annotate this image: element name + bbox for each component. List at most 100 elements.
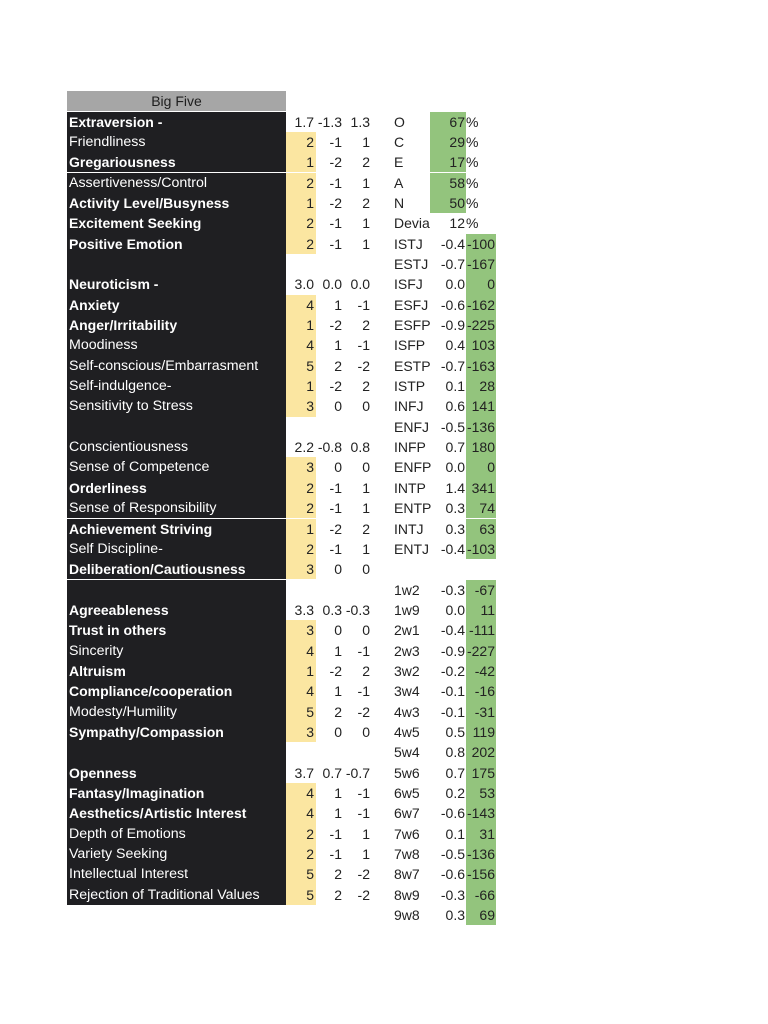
enneagram-type[interactable]: 8w9: [394, 886, 420, 903]
mbti-value[interactable]: 0.0: [445, 459, 465, 476]
mbti-score[interactable]: -163: [466, 355, 496, 376]
trait-score[interactable]: 1: [286, 152, 316, 173]
enneagram-score[interactable]: 119: [466, 722, 496, 743]
mbti-score[interactable]: -100: [466, 233, 496, 254]
trait-dev-a[interactable]: 2: [334, 886, 342, 903]
trait-dev-b[interactable]: 1: [362, 540, 370, 557]
mbti-value[interactable]: 1.4: [445, 479, 465, 496]
enneagram-value[interactable]: 0.3: [445, 907, 465, 924]
enneagram-score[interactable]: -227: [466, 640, 496, 661]
mbti-score[interactable]: 180: [466, 437, 496, 458]
summary-dev-b[interactable]: -0.7: [345, 764, 370, 781]
enneagram-score[interactable]: -67: [466, 579, 496, 600]
summary-dev-b[interactable]: 1.3: [350, 113, 370, 130]
trait-dev-b[interactable]: 0: [362, 724, 370, 740]
enneagram-value[interactable]: 0.7: [445, 764, 465, 781]
trait-dev-a[interactable]: 0: [334, 398, 342, 415]
mbti-value[interactable]: -0.5: [440, 418, 465, 435]
trait-spacer[interactable]: [67, 253, 286, 275]
summary-mean[interactable]: 3.7: [294, 764, 314, 781]
trait-label[interactable]: Sympathy/Compassion: [67, 722, 286, 743]
enneagram-type[interactable]: 2w1: [394, 622, 420, 639]
enneagram-type[interactable]: 5w4: [394, 744, 420, 761]
mbti-value[interactable]: 0.3: [445, 500, 465, 517]
enneagram-value[interactable]: -0.6: [440, 805, 465, 822]
deviation-value[interactable]: 12: [449, 215, 465, 232]
trait-score[interactable]: 3: [286, 559, 316, 580]
enneagram-type[interactable]: 6w5: [394, 785, 420, 802]
trait-dev-a[interactable]: -1: [329, 215, 342, 232]
trait-label[interactable]: Orderliness: [67, 477, 286, 499]
mbti-value[interactable]: 0.6: [445, 398, 465, 415]
trait-dev-b[interactable]: -2: [357, 866, 370, 883]
trait-score[interactable]: 2: [286, 477, 316, 499]
trait-score[interactable]: 3: [286, 396, 316, 417]
mbti-value[interactable]: 0.1: [445, 378, 465, 395]
trait-label[interactable]: Self-conscious/Embarrasment: [67, 355, 286, 376]
percent-sign[interactable]: %: [466, 113, 479, 130]
trait-dev-a[interactable]: 1: [334, 296, 342, 313]
trait-dev-b[interactable]: 1: [362, 235, 370, 252]
summary-dev-a[interactable]: 0.3: [322, 601, 342, 618]
trait-label[interactable]: Achievement Striving: [67, 518, 286, 539]
trait-dev-b[interactable]: 2: [362, 154, 370, 171]
trait-dev-b[interactable]: -1: [357, 642, 370, 659]
trait-label[interactable]: Positive Emotion: [67, 233, 286, 254]
trait-label[interactable]: Excitement Seeking: [67, 213, 286, 234]
trait-dev-b[interactable]: 1: [362, 174, 370, 191]
mbti-type[interactable]: ENTP: [394, 500, 432, 517]
enneagram-score[interactable]: 31: [466, 823, 496, 845]
trait-dev-b[interactable]: -2: [357, 886, 370, 903]
trait-score[interactable]: 3: [286, 722, 316, 743]
trait-score[interactable]: 4: [286, 783, 316, 804]
trait-label[interactable]: Aesthetics/Artistic Interest: [67, 803, 286, 824]
percent-sign[interactable]: %: [466, 133, 479, 150]
trait-score[interactable]: 2: [286, 538, 316, 560]
summary-dev-a[interactable]: -0.8: [317, 439, 342, 456]
trait-score[interactable]: 2: [286, 844, 316, 865]
mbti-type[interactable]: INTJ: [394, 520, 424, 537]
enneagram-value[interactable]: 0.5: [445, 724, 465, 740]
enneagram-value[interactable]: -0.3: [440, 886, 465, 903]
trait-dev-a[interactable]: -1: [329, 133, 342, 150]
trait-label[interactable]: Gregariousness: [67, 152, 286, 173]
trait-score[interactable]: 3: [286, 620, 316, 641]
trait-score[interactable]: 3: [286, 457, 316, 478]
trait-label[interactable]: Self Discipline-: [67, 538, 286, 560]
trait-label[interactable]: Trust in others: [67, 620, 286, 641]
trait-label[interactable]: Variety Seeking: [67, 844, 286, 865]
trait-score[interactable]: 1: [286, 315, 316, 336]
trait-dev-a[interactable]: 1: [334, 337, 342, 354]
enneagram-score[interactable]: 202: [466, 742, 496, 763]
mbti-score[interactable]: 0: [466, 274, 496, 295]
ocean-label[interactable]: A: [394, 174, 404, 191]
enneagram-type[interactable]: 4w3: [394, 703, 420, 720]
big-five-header[interactable]: Big Five: [67, 91, 286, 111]
percent-sign[interactable]: %: [466, 194, 479, 211]
trait-dev-b[interactable]: -1: [357, 683, 370, 700]
trait-score[interactable]: 5: [286, 355, 316, 376]
trait-label[interactable]: Sense of Competence: [67, 457, 286, 478]
enneagram-score[interactable]: -66: [466, 884, 496, 906]
mbti-score[interactable]: 141: [466, 396, 496, 417]
enneagram-type[interactable]: 7w6: [394, 825, 420, 842]
trait-dev-b[interactable]: -1: [357, 785, 370, 802]
trait-score[interactable]: 1: [286, 660, 316, 682]
enneagram-score[interactable]: -136: [466, 844, 496, 865]
ocean-percent[interactable]: 67: [430, 111, 466, 132]
trait-score[interactable]: 2: [286, 498, 316, 519]
ocean-label[interactable]: N: [394, 194, 405, 211]
ocean-label[interactable]: C: [394, 133, 405, 150]
enneagram-score[interactable]: -42: [466, 660, 496, 682]
trait-label[interactable]: Extraversion -: [67, 111, 286, 132]
trait-label[interactable]: Altruism: [67, 660, 286, 682]
trait-dev-b[interactable]: 1: [362, 846, 370, 863]
enneagram-value[interactable]: 0.2: [445, 785, 465, 802]
enneagram-score[interactable]: -31: [466, 701, 496, 722]
trait-score[interactable]: 2: [286, 172, 316, 193]
enneagram-score[interactable]: 11: [466, 599, 496, 621]
trait-label[interactable]: Deliberation/Cautiousness: [67, 559, 286, 580]
trait-label[interactable]: Assertiveness/Control: [67, 172, 286, 193]
trait-dev-a[interactable]: 2: [334, 357, 342, 374]
enneagram-type[interactable]: 1w9: [394, 601, 420, 618]
